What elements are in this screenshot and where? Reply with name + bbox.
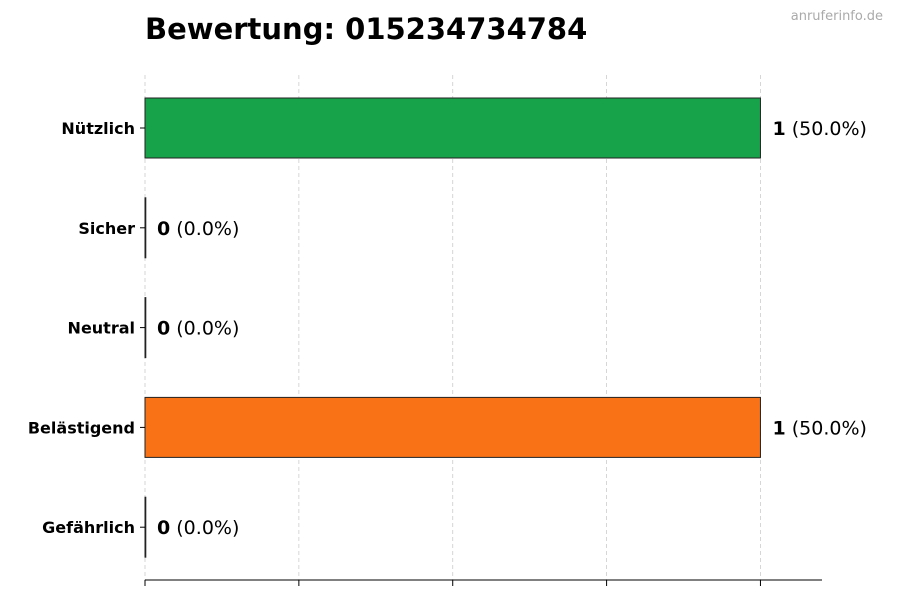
bar-neutral	[144, 297, 147, 359]
bar-gefährlich	[144, 496, 147, 558]
percent: (50.0%)	[786, 118, 867, 140]
data-label: 1 (50.0%)	[772, 118, 866, 140]
data-label: 1 (50.0%)	[772, 417, 866, 439]
count: 0	[157, 218, 170, 240]
percent: (0.0%)	[170, 318, 239, 340]
watermark: anruferinfo.de	[790, 9, 883, 24]
percent: (0.0%)	[170, 517, 239, 539]
category-label: Sicher	[78, 219, 135, 238]
bar-belästigend	[144, 396, 761, 458]
chart-title: Bewertung: 015234734784	[145, 12, 588, 46]
count: 0	[157, 517, 170, 539]
percent: (0.0%)	[170, 218, 239, 240]
percent: (50.0%)	[786, 417, 867, 439]
category-label: Neutral	[68, 319, 135, 338]
data-label: 0 (0.0%)	[157, 218, 239, 240]
data-label: 0 (0.0%)	[157, 517, 239, 539]
category-label: Nützlich	[61, 119, 135, 138]
bar-sicher	[144, 197, 147, 259]
count: 1	[772, 417, 785, 439]
category-label: Belästigend	[28, 418, 135, 437]
count: 0	[157, 318, 170, 340]
count: 1	[772, 118, 785, 140]
bar-nützlich	[144, 97, 761, 159]
category-label: Gefährlich	[42, 518, 135, 537]
data-label: 0 (0.0%)	[157, 318, 239, 340]
